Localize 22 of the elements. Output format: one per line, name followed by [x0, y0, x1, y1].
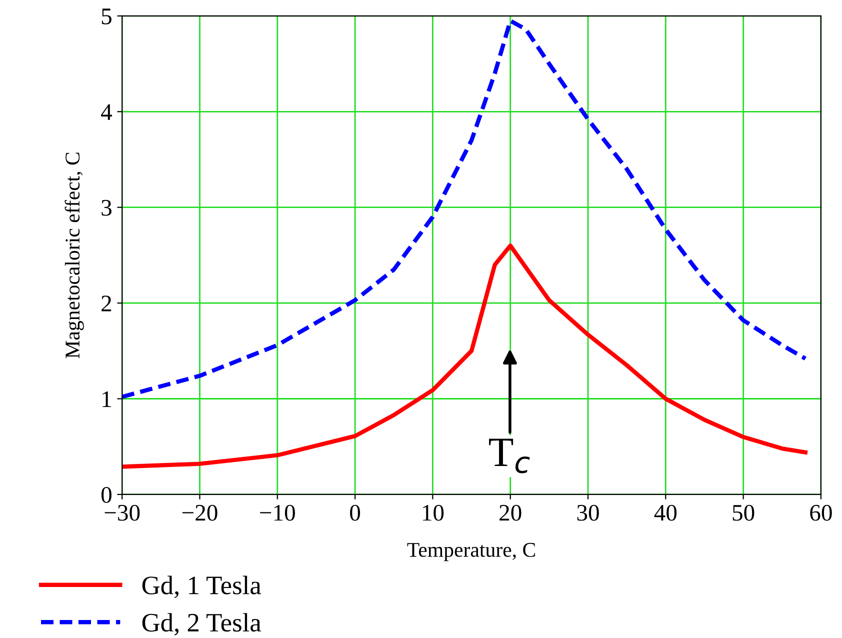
y-tick-label: 2 [102, 296, 112, 312]
legend-label: Gd, 1 Tesla [142, 576, 261, 598]
x-tick-label: 50 [732, 504, 754, 521]
x-tick-label: 60 [810, 504, 832, 521]
x-tick-label: −30 [104, 504, 140, 521]
y-tick-label: 4 [101, 104, 112, 120]
x-tick-label: 10 [422, 504, 444, 521]
line-series [122, 18, 808, 399]
y-tick-label: 1 [102, 391, 111, 407]
y-tick-label: 0 [101, 486, 112, 503]
legend-label: Gd, 2 Tesla [142, 613, 261, 636]
y-tick-label: 3 [102, 200, 112, 216]
x-tick-label: −20 [182, 504, 218, 521]
x-axis-title: Temperature, C [407, 542, 536, 562]
x-tick-label: 40 [654, 504, 677, 521]
x-tick-label: 20 [500, 504, 522, 521]
x-tick-label: 0 [350, 504, 360, 521]
annotation: T$_{c}$ [489, 438, 530, 474]
x-tick-label: −10 [260, 504, 295, 521]
y-axis-title: Magnetocaloric effect, C [64, 152, 84, 358]
x-tick-label: 30 [577, 504, 599, 521]
y-tick-label: 5 [102, 8, 112, 24]
